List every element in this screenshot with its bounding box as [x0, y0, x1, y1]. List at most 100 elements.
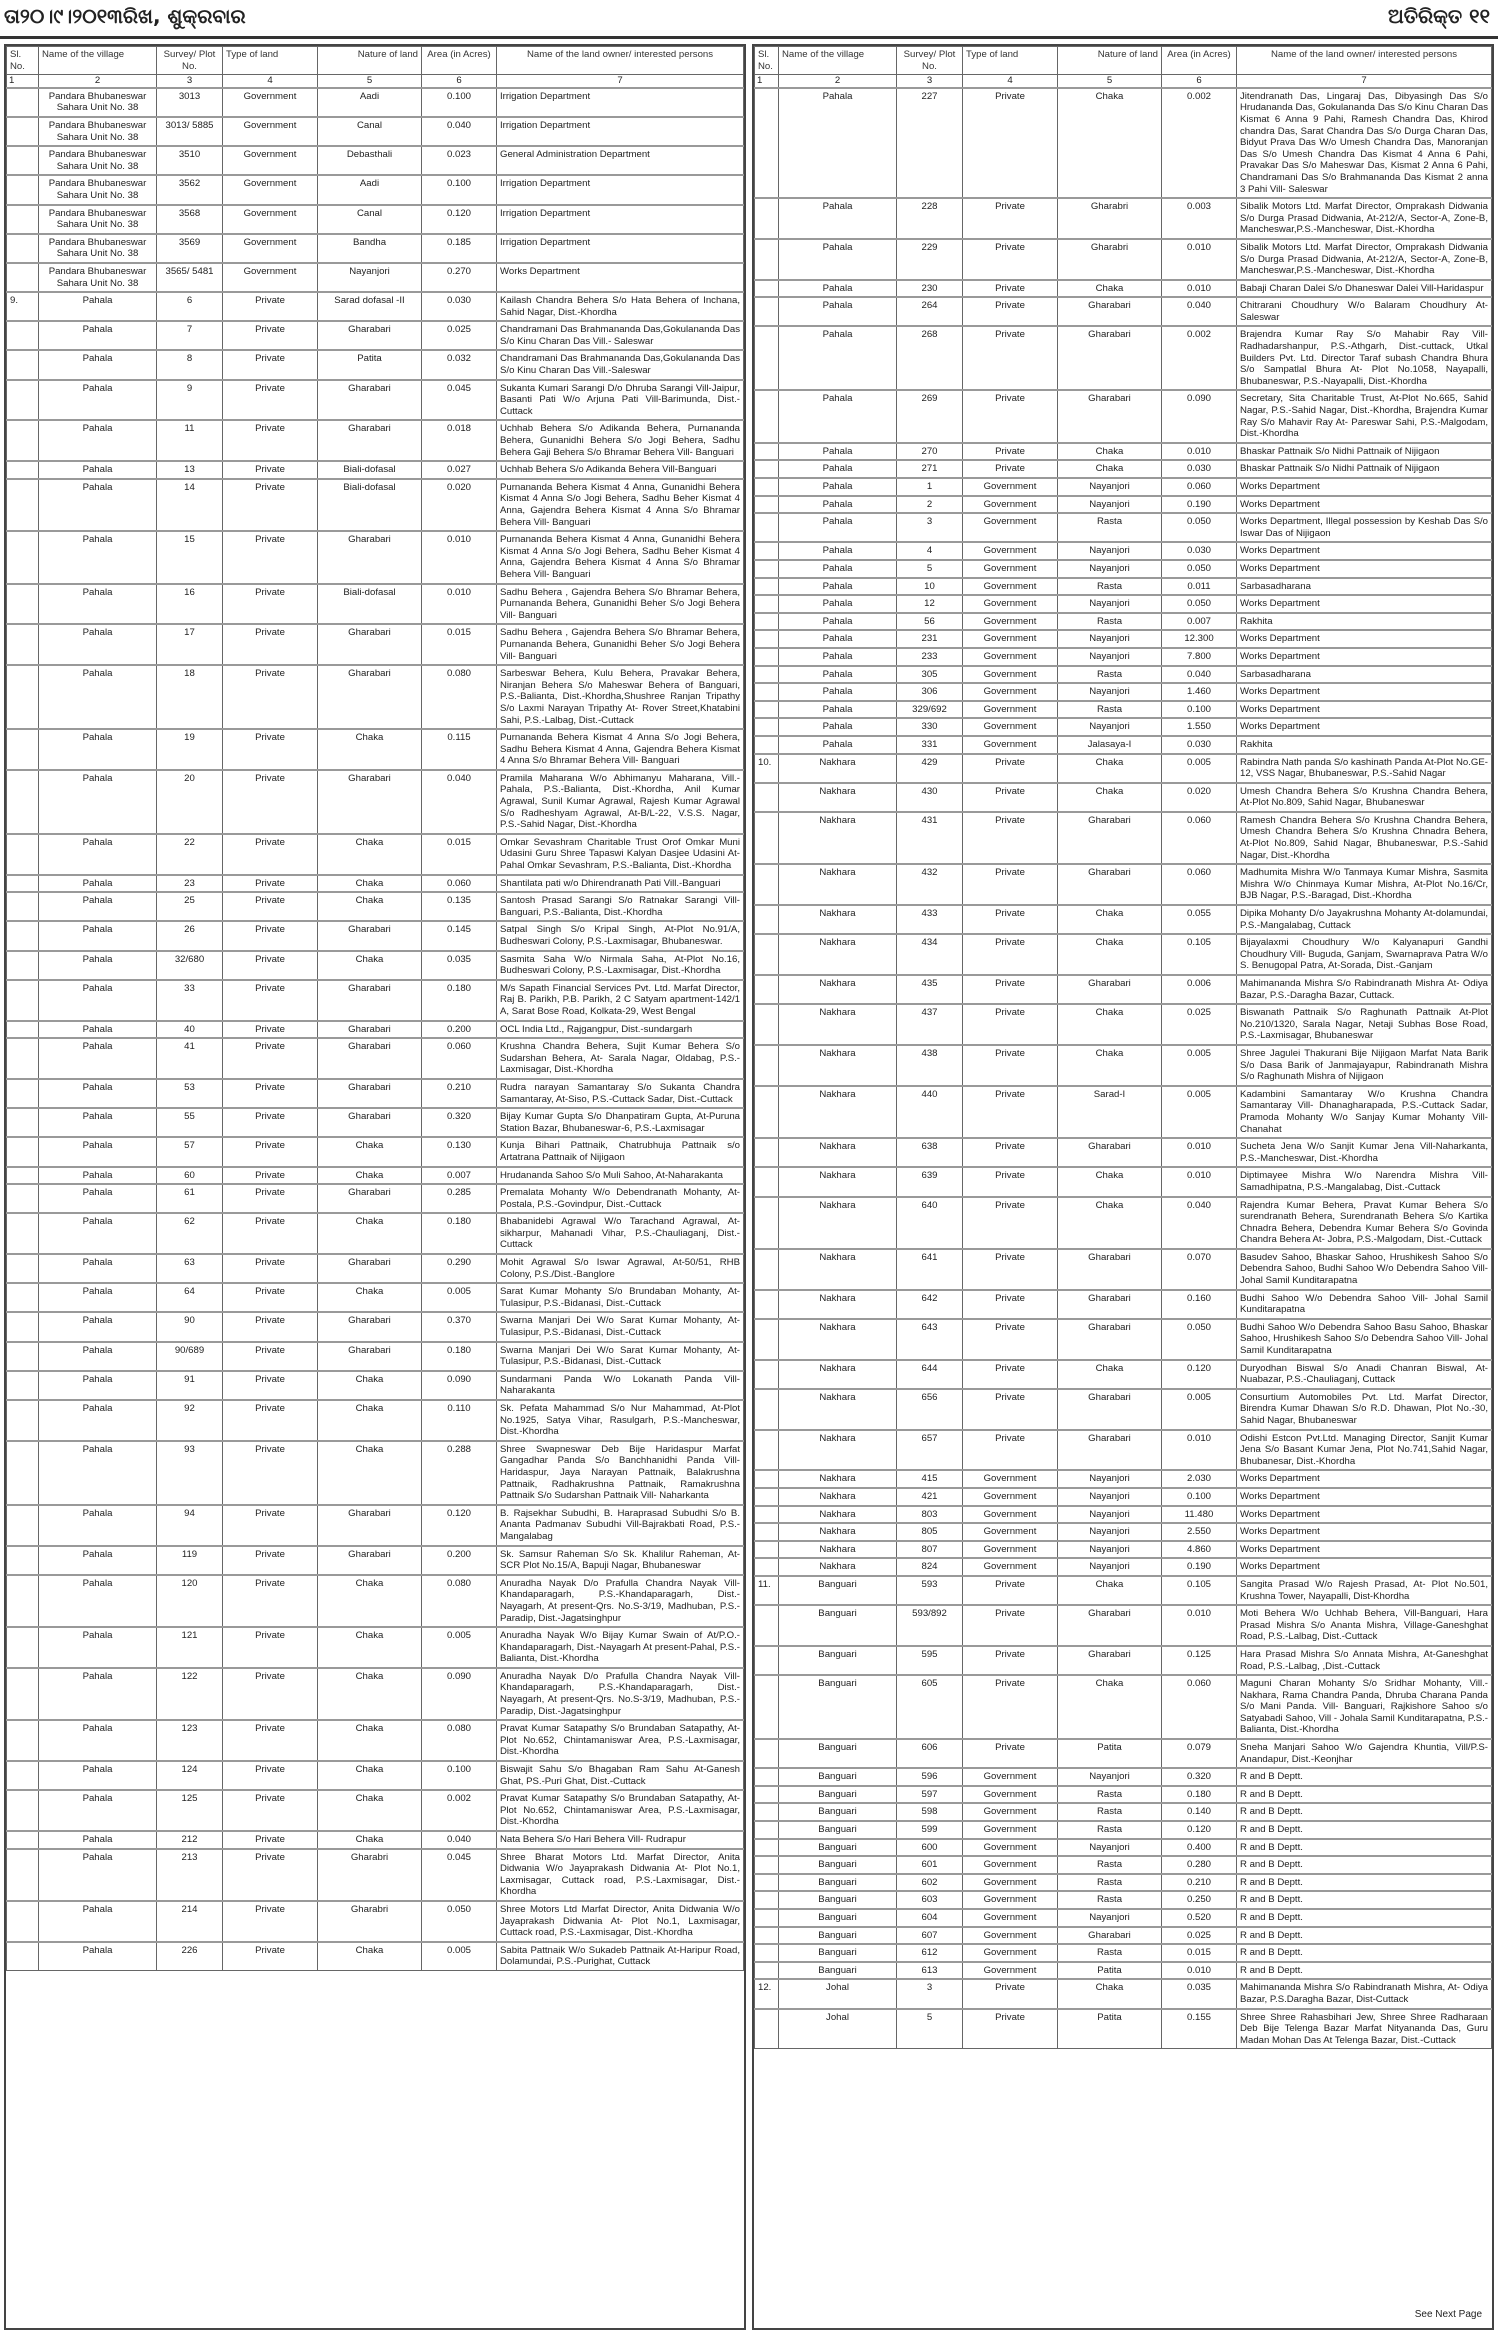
plot-no-cell: 3: [896, 1978, 963, 2010]
owner-cell: Madhumita Mishra W/o Tanmaya Kumar Mishr…: [1236, 863, 1492, 906]
owner-cell: Rudra narayan Samantaray S/o Sukanta Cha…: [496, 1077, 744, 1109]
land-nature-cell: Chaka: [1057, 781, 1162, 813]
table-row: Banguari 600 Government Nayanjori 0.400 R and…: [754, 1837, 1492, 1857]
land-type-cell: Government: [962, 1960, 1058, 1980]
sl-no-cell: [754, 810, 779, 865]
page-date-header: ତା୨୦।୯।୨୦୧୩ରିଖ, ଶୁକ୍ରବାର: [4, 4, 246, 28]
village-cell: Pandara Bhubaneswar Sahara Unit No. 38: [38, 174, 157, 206]
plot-no-cell: 9: [156, 378, 223, 421]
area-cell: 0.030: [1161, 459, 1237, 479]
land-nature-cell: Gharabari: [1057, 1925, 1162, 1945]
table-row: Pahala 55 Private Gharabari 0.320 Bijay Kumar…: [6, 1107, 744, 1138]
land-nature-cell: Nayanjori: [1057, 1908, 1162, 1928]
land-type-cell: Private: [962, 1738, 1058, 1769]
table-row: Pahala 9 Private Gharabari 0.045 Sukanta Kuma…: [6, 378, 744, 421]
land-type-cell: Private: [222, 1019, 318, 1039]
sl-no-cell: [6, 1165, 39, 1185]
sl-no-cell: [6, 1311, 39, 1343]
owner-cell: Pravat Kumar Satapathy S/o Brundaban Sat…: [496, 1719, 744, 1762]
area-cell: 0.050: [421, 1899, 497, 1943]
area-cell: 0.105: [1161, 1574, 1237, 1606]
table-row: Pahala 213 Private Gharabri 0.045 Shree Bhara…: [6, 1847, 744, 1902]
land-type-cell: Private: [222, 920, 318, 952]
plot-no-cell: 607: [896, 1925, 963, 1945]
plot-no-cell: 93: [156, 1439, 223, 1506]
land-nature-cell: Chaka: [317, 1573, 422, 1628]
owner-cell: Mahimananda Mishra S/o Rabindranath Mish…: [1236, 1978, 1492, 2010]
land-nature-cell: Gharabari: [317, 1019, 422, 1039]
owner-cell: Bhaskar Pattnaik S/o Nidhi Pattnaik of N…: [1236, 441, 1492, 461]
area-cell: 2.030: [1161, 1469, 1237, 1489]
land-type-cell: Government: [962, 1767, 1058, 1787]
owner-cell: Hrudananda Sahoo S/o Muli Sahoo, At-Naha…: [496, 1165, 744, 1185]
land-nature-cell: Rasta: [1057, 512, 1162, 543]
table-row: Pahala 60 Private Chaka 0.007 Hrudananda Saho…: [6, 1165, 744, 1185]
owner-cell: R and B Deptt.: [1236, 1890, 1492, 1910]
col-number: 5: [1057, 74, 1162, 89]
col-number: 1: [754, 74, 779, 89]
area-cell: 0.002: [1161, 86, 1237, 199]
sl-no-cell: [6, 419, 39, 462]
land-type-cell: Private: [222, 1399, 318, 1442]
land-type-cell: Private: [962, 459, 1058, 479]
plot-no-cell: 644: [896, 1358, 963, 1390]
column-header-row: Sl. No. Name of the village Survey/ Plot…: [754, 46, 1492, 76]
land-nature-cell: Chaka: [317, 873, 422, 893]
area-cell: 0.290: [421, 1253, 497, 1284]
land-type-cell: Government: [962, 699, 1058, 719]
land-type-cell: Private: [222, 1212, 318, 1255]
plot-no-cell: 57: [156, 1136, 223, 1168]
plot-no-cell: 32/680: [156, 949, 223, 981]
owner-cell: Chandramani Das Brahmananda Das,Gokulana…: [496, 320, 744, 351]
village-cell: Banguari: [778, 1925, 897, 1945]
plot-no-cell: 53: [156, 1077, 223, 1109]
owner-cell: Omkar Sevashram Charitable Trust Orof Om…: [496, 832, 744, 876]
table-row: Banguari 599 Government Rasta 0.120 R and B D…: [754, 1820, 1492, 1840]
village-cell: Pahala: [38, 1253, 157, 1284]
table-row: Pahala 14 Private Biali-dofasal 0.020 Purnana…: [6, 477, 744, 532]
village-cell: Pahala: [38, 1544, 157, 1576]
plot-no-cell: 124: [156, 1760, 223, 1791]
area-cell: 0.035: [1161, 1978, 1237, 2010]
sl-no-cell: [6, 232, 39, 264]
land-nature-cell: Nayanjori: [1057, 1504, 1162, 1524]
village-cell: Pahala: [778, 237, 897, 281]
area-cell: 0.060: [1161, 863, 1237, 906]
owner-cell: Bhabanidebi Agrawal W/o Tarachand Agrawa…: [496, 1212, 744, 1255]
area-cell: 0.025: [1161, 1003, 1237, 1046]
table-row: Nakhara 640 Private Chaka 0.040 Rajendra Kuma…: [754, 1195, 1492, 1250]
village-cell: Nakhara: [778, 1522, 897, 1542]
table-row: Pahala 57 Private Chaka 0.130 Kunja Bihari Pa…: [6, 1136, 744, 1168]
table-row: Banguari 604 Government Nayanjori 0.520 R and…: [754, 1908, 1492, 1928]
land-nature-cell: Gharabari: [1057, 810, 1162, 865]
land-nature-cell: Chaka: [317, 1666, 422, 1721]
village-cell: Pahala: [778, 664, 897, 684]
area-cell: 0.285: [421, 1183, 497, 1214]
table-row: Pandara Bhubaneswar Sahara Unit No. 38 35…: [6, 261, 744, 293]
sl-no-cell: [6, 664, 39, 730]
land-nature-cell: Nayanjori: [1057, 1557, 1162, 1577]
land-type-cell: Private: [222, 1789, 318, 1832]
village-cell: Pahala: [38, 1626, 157, 1669]
sl-no-cell: [6, 1544, 39, 1576]
plot-no-cell: 599: [896, 1820, 963, 1840]
village-cell: Banguari: [778, 1738, 897, 1769]
owner-cell: Sundarmani Panda W/o Lokanath Panda Vill…: [496, 1369, 744, 1401]
table-row: Johal 5 Private Patita 0.155 Shree Shree Raha…: [754, 2007, 1492, 2050]
land-nature-cell: Nayanjori: [1057, 1522, 1162, 1542]
plot-no-cell: 271: [896, 459, 963, 479]
table-row: Pahala 10 Government Rasta 0.011 Sarbasadhara…: [754, 576, 1492, 596]
land-type-cell: Private: [962, 325, 1058, 391]
plot-no-cell: 5: [896, 558, 963, 579]
land-type-cell: Private: [222, 1340, 318, 1372]
table-row: Pahala 230 Private Chaka 0.010 Babaji Charan …: [754, 278, 1492, 298]
area-cell: 0.079: [1161, 1738, 1237, 1769]
plot-no-cell: 600: [896, 1837, 963, 1857]
plot-no-cell: 604: [896, 1908, 963, 1928]
sl-no-cell: [754, 477, 779, 497]
table-row: Pahala 2 Government Nayanjori 0.190 Works Dep…: [754, 494, 1492, 514]
village-cell: Pahala: [38, 1212, 157, 1255]
plot-no-cell: 229: [896, 237, 963, 281]
village-cell: Pahala: [778, 296, 897, 327]
land-nature-cell: Patita: [317, 349, 422, 381]
